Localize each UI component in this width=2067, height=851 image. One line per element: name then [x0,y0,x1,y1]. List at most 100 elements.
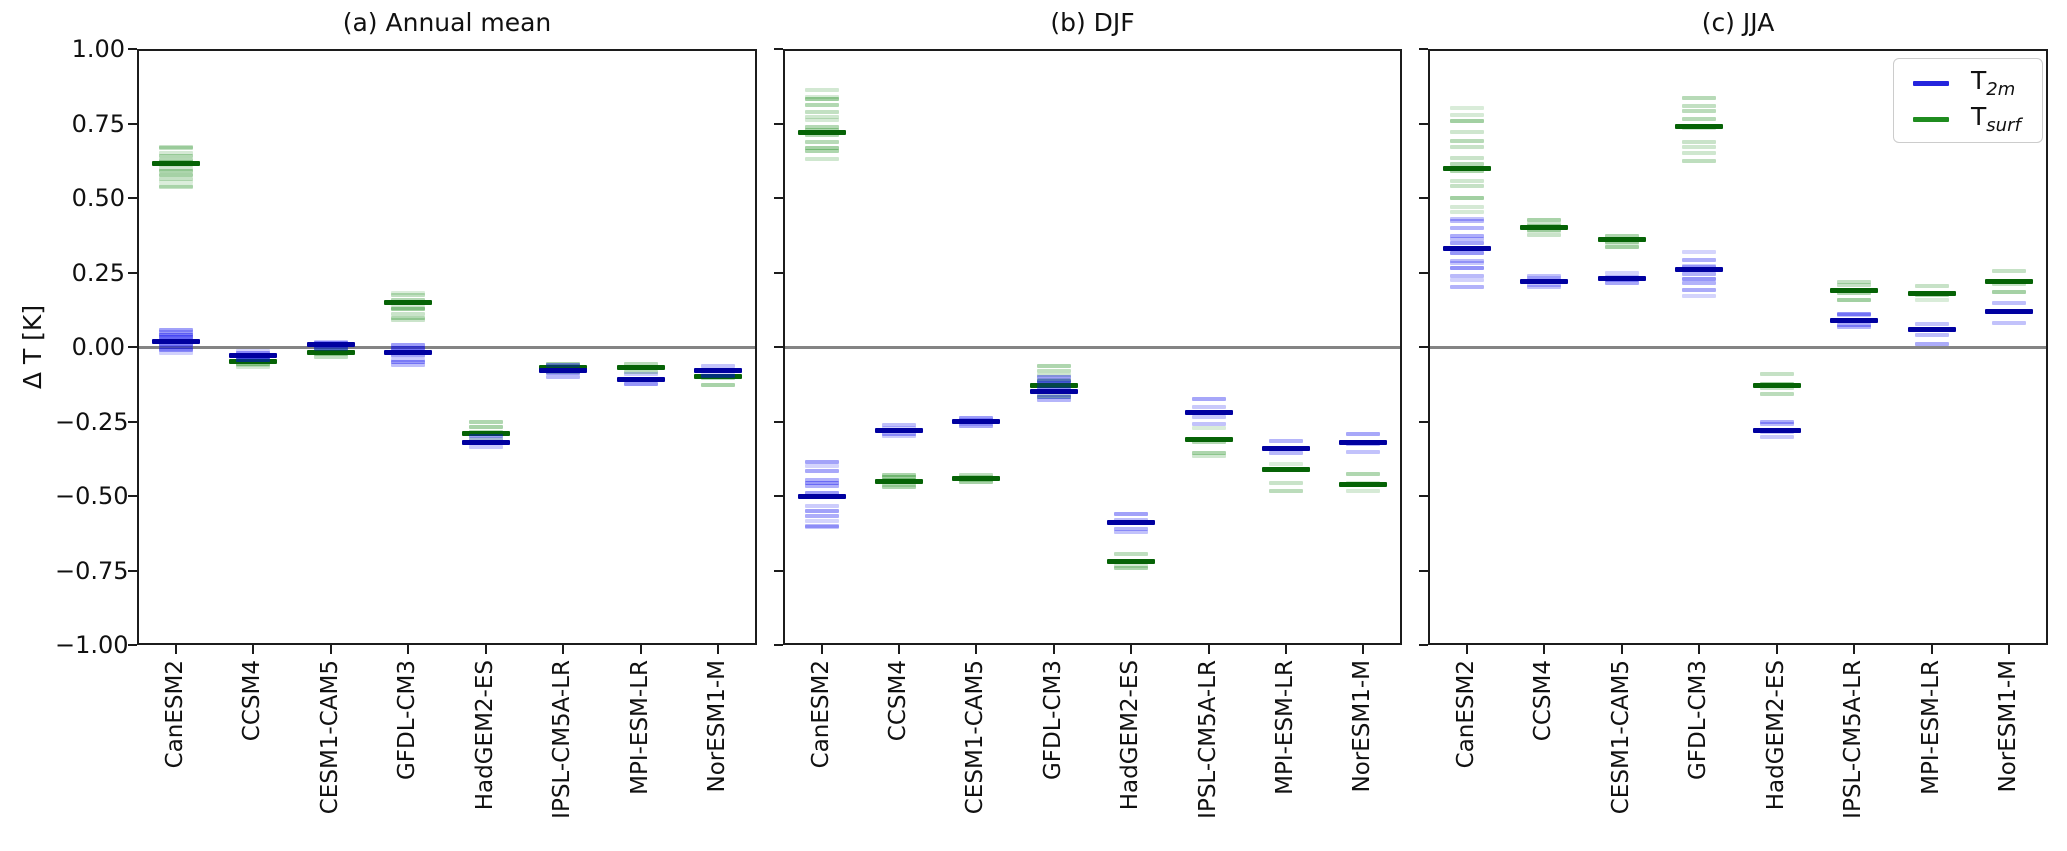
ensemble-mean-line-t_2m [616,377,665,383]
model-name-text: HadGEM2-ES [471,660,498,811]
ensemble-member-line [1992,320,2027,325]
ensemble-member-line [1449,168,1484,173]
ensemble-member-line [804,491,839,496]
y-tick [128,197,137,199]
ensemble-member-line [1604,241,1639,246]
ensemble-member-line [1114,529,1149,534]
ensemble-member-line [1837,322,1872,327]
model-name-text: CESM1-CAM5 [316,660,343,815]
ensemble-member-line [158,180,193,185]
legend-label-surf: Tsurf [1971,102,2021,136]
ensemble-member-line [1449,184,1484,189]
ensemble-member-line [804,481,839,486]
ensemble-member-line [1604,233,1639,238]
ensemble-member-line [1449,155,1484,160]
ensemble-mean-line-t_2m [1985,308,2034,314]
ensemble-member-line [1759,422,1794,427]
x-tick [1620,645,1623,654]
ensemble-member-line [391,305,426,310]
y-tick [774,48,783,50]
ensemble-member-line [1682,264,1717,269]
y-tick [1419,197,1428,199]
y-tick [1419,495,1428,497]
x-tick [975,645,978,654]
ensemble-member-line [804,523,839,528]
ensemble-member-line [959,423,994,428]
ensemble-mean-line-t_2m [306,341,355,347]
ensemble-member-line [804,509,839,513]
model-name-text: MPI-ESM-LR [626,660,653,795]
ensemble-member-line [313,348,348,353]
ensemble-member-line [1036,364,1071,369]
ensemble-member-line [313,345,348,350]
ensemble-member-line [1346,450,1381,455]
ensemble-member-line [882,482,917,487]
ensemble-member-line [1759,372,1794,377]
x-tick [562,645,565,654]
x-tick [1465,645,1468,654]
ensemble-mean-line-t_2m [1184,410,1233,416]
y-tick-label: 0.50 [71,184,125,212]
ensemble-member-line [1992,300,2027,305]
y-tick [1419,271,1428,274]
ensemble-member-line [1036,393,1071,398]
ensemble-member-line [1682,95,1717,100]
ensemble-member-line [391,360,426,365]
ensemble-mean-line-t_surf [616,365,665,371]
ensemble-member-line [1036,384,1071,389]
ensemble-member-line [1604,245,1639,250]
y-tick [128,644,137,646]
ensemble-member-line [236,356,271,361]
ensemble-mean-line-t_surf [306,350,355,356]
ensemble-member-line [391,357,426,362]
x-tick [717,645,720,654]
ensemble-member-line [1992,268,2027,273]
y-tick [128,346,137,348]
ensemble-member-line [1682,103,1717,108]
ensemble-mean-line-t_surf [694,374,743,380]
ensemble-member-line [158,330,193,335]
ensemble-member-line [1036,386,1071,391]
ensemble-member-line [1036,395,1071,400]
ensemble-member-line [236,358,271,363]
ensemble-mean-line-t_surf [1597,237,1646,243]
ensemble-member-line [1527,229,1562,234]
ensemble-mean-line-t_surf [1520,225,1569,231]
y-tick-label: 0.75 [71,109,125,138]
ensemble-member-line [804,484,839,489]
model-name-text: MPI-ESM-LR [1271,660,1298,795]
ensemble-member-line [1682,271,1717,276]
ensemble-member-line [1449,144,1484,149]
ensemble-member-line [468,437,503,442]
ensemble-member-line [1837,311,1872,316]
x-tick [820,645,823,654]
ensemble-member-line [1914,283,1949,288]
y-tick-label: −0.50 [55,482,129,510]
ensemble-member-line [158,343,193,348]
ensemble-member-line [236,364,271,369]
ensemble-member-line [1036,377,1071,382]
ensemble-member-line [1682,158,1717,163]
ensemble-mean-line-t_surf [1029,383,1078,389]
model-name-text: GFDL-CM3 [1685,660,1712,781]
ensemble-member-line [1191,415,1226,420]
ensemble-member-line [1036,393,1071,398]
ensemble-member-line [1449,105,1484,110]
ensemble-member-line [1449,195,1484,200]
ensemble-mean-line-t_surf [1184,436,1233,442]
y-tick-label: 0.00 [71,333,125,361]
ensemble-member-line [804,525,839,530]
model-name-text: GFDL-CM3 [394,660,421,781]
legend-item-surf: Tsurf [1913,102,2033,136]
ensemble-member-line [1527,282,1562,287]
legend-swatch-surf [1913,116,1949,122]
y-tick-label: 0.25 [71,258,125,287]
ensemble-member-line [623,372,658,377]
ensemble-mean-line-t_2m [384,350,433,356]
ensemble-member-line [1604,240,1639,245]
ensemble-member-line [158,333,193,338]
ensemble-member-line [158,172,193,177]
ensemble-member-line [804,156,839,161]
ensemble-member-line [1837,283,1872,288]
